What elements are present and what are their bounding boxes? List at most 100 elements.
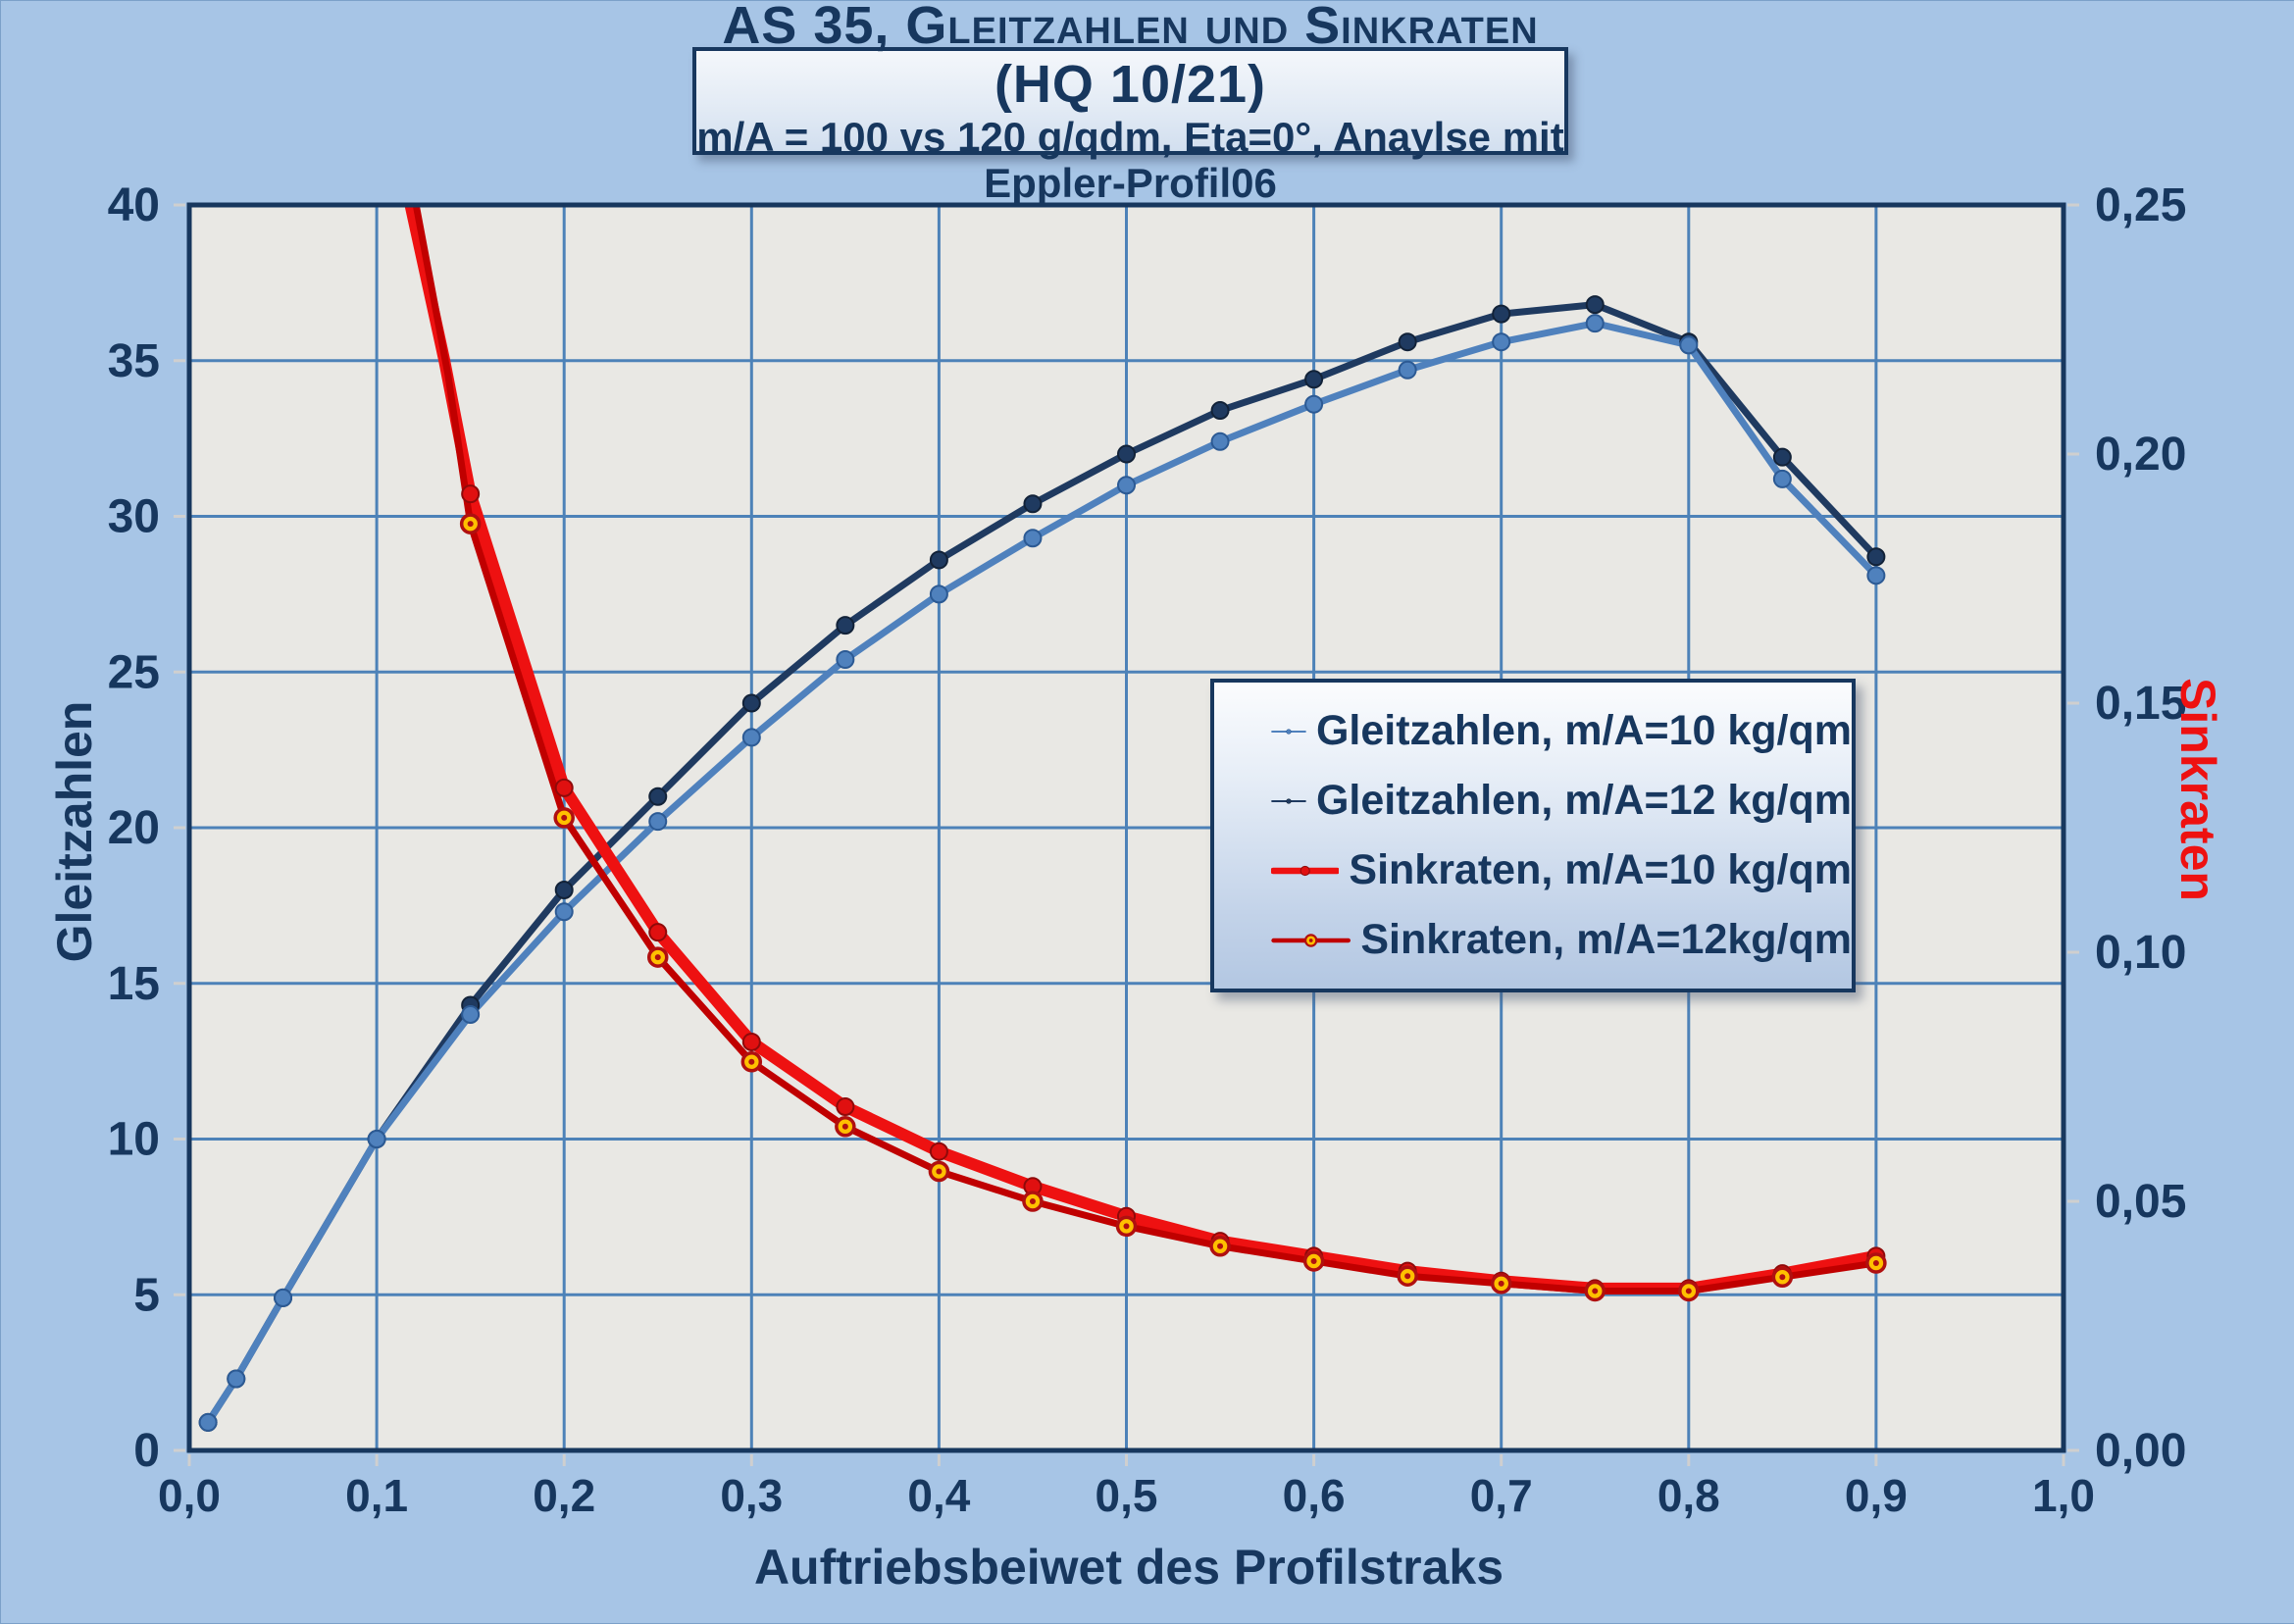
x-tick-label: 0,1 (345, 1470, 408, 1521)
data-point-2 (929, 1142, 948, 1161)
data-point-0 (1023, 494, 1043, 514)
y-left-tick-label: 40 (108, 179, 160, 231)
data-point-0 (836, 616, 855, 635)
y-right-tick-label: 0,25 (2095, 179, 2186, 231)
y-left-tick-label: 25 (108, 646, 160, 698)
legend-label: Sinkraten, m/A=10 kg/qm (1349, 846, 1852, 893)
legend-item: Gleitzahlen, m/A=10 kg/qm (1271, 707, 1852, 755)
data-point-0 (1210, 401, 1230, 421)
data-point-1 (274, 1288, 293, 1307)
data-point-1 (836, 650, 855, 670)
data-point-center-3 (561, 814, 568, 821)
data-point-1 (1398, 360, 1417, 380)
y-left-tick-label: 5 (133, 1269, 160, 1321)
chart-subtitle: m/A = 100 vs 120 g/qdm, Eta=0°, Anaylse … (696, 114, 1564, 207)
chart-title-box: AS 35, Gleitzahlen und Sinkraten (HQ 10/… (692, 1, 1568, 206)
x-tick-label: 0,2 (533, 1470, 595, 1521)
chart-title: AS 35, Gleitzahlen und Sinkraten (HQ 10/… (722, 0, 1539, 114)
y-left-tick-label: 15 (108, 958, 160, 1010)
data-point-center-3 (748, 1058, 755, 1065)
data-point-center-3 (841, 1123, 848, 1130)
legend-label: Gleitzahlen, m/A=10 kg/qm (1315, 707, 1852, 754)
x-tick-label: 0,0 (158, 1470, 221, 1521)
data-point-2 (648, 923, 668, 942)
data-point-0 (1866, 547, 1886, 567)
data-point-1 (1304, 394, 1324, 414)
data-point-1 (1772, 469, 1792, 488)
data-point-1 (1866, 566, 1886, 585)
series-line-3 (412, 205, 1880, 1294)
data-point-2 (741, 1032, 761, 1051)
data-point-0 (1398, 332, 1417, 352)
x-tick-label: 0,6 (1283, 1470, 1346, 1521)
y-right-tick-label: 0,00 (2095, 1425, 2186, 1477)
legend-label: Sinkraten, m/A=12kg/qm (1360, 916, 1852, 963)
legend-item: Sinkraten, m/A=12kg/qm (1271, 916, 1852, 964)
data-point-center-3 (1123, 1223, 1130, 1230)
y-right-tick-label: 0,15 (2095, 678, 2186, 730)
legend-item: Sinkraten, m/A=10 kg/qm (1271, 846, 1852, 894)
data-point-1 (1117, 476, 1136, 495)
data-point-center-3 (1592, 1288, 1599, 1294)
legend-item: Gleitzahlen, m/A=12 kg/qm (1271, 777, 1852, 825)
data-point-center-3 (1029, 1198, 1036, 1204)
right-axis-title: Sinkraten (2170, 678, 2225, 901)
series-layer (198, 205, 1887, 1432)
data-point-0 (1772, 447, 1792, 467)
data-point-1 (461, 1005, 481, 1024)
data-point-0 (554, 881, 574, 899)
data-point-2 (554, 778, 574, 797)
legend-label: Gleitzahlen, m/A=12 kg/qm (1315, 777, 1852, 824)
data-point-1 (367, 1130, 386, 1148)
y-right-tick-label: 0,05 (2095, 1176, 2186, 1228)
x-tick-label: 1,0 (2032, 1470, 2095, 1521)
data-point-1 (554, 902, 574, 922)
data-point-1 (198, 1412, 218, 1432)
y-left-tick-label: 30 (108, 491, 160, 543)
data-point-0 (1492, 304, 1511, 324)
y-left-tick-label: 35 (108, 335, 160, 387)
x-tick-label: 0,7 (1470, 1470, 1533, 1521)
plot-border (186, 202, 2066, 1453)
data-point-0 (1304, 370, 1324, 389)
data-point-0 (929, 550, 948, 570)
data-point-center-3 (936, 1168, 943, 1175)
data-point-center-3 (1310, 1257, 1317, 1264)
x-tick-label: 0,9 (1845, 1470, 1908, 1521)
data-point-center-3 (1404, 1273, 1411, 1280)
data-point-center-3 (1872, 1259, 1879, 1266)
data-point-2 (836, 1096, 855, 1116)
x-tick-label: 0,8 (1657, 1470, 1720, 1521)
legend-swatch-icon (1271, 865, 1340, 876)
y-right-tick-label: 0,20 (2095, 429, 2186, 481)
x-tick-label: 0,4 (907, 1470, 970, 1521)
data-point-0 (648, 787, 668, 806)
data-point-1 (227, 1369, 246, 1389)
y-left-tick-label: 0 (133, 1425, 160, 1477)
data-point-center-3 (1779, 1274, 1786, 1281)
legend-swatch-icon (1271, 728, 1306, 735)
data-point-center-3 (1685, 1288, 1692, 1294)
data-point-1 (1023, 529, 1043, 548)
data-point-0 (741, 693, 761, 713)
data-point-2 (461, 484, 481, 504)
x-axis-title: Auftriebsbeiwet des Profilstraks (753, 1540, 1504, 1595)
y-left-tick-label: 10 (108, 1114, 160, 1166)
data-point-center-3 (1498, 1280, 1504, 1287)
legend-swatch-icon (1271, 933, 1351, 947)
data-point-1 (1585, 314, 1605, 333)
legend-swatch-icon (1271, 797, 1306, 804)
data-point-1 (648, 812, 668, 832)
data-point-center-3 (654, 954, 661, 961)
series-line-1 (204, 320, 1880, 1426)
y-left-tick-label: 20 (108, 802, 160, 854)
data-point-1 (1679, 335, 1699, 355)
data-point-center-3 (467, 521, 474, 528)
y-right-tick-label: 0,10 (2095, 927, 2186, 979)
data-point-0 (1117, 444, 1136, 464)
data-point-1 (1492, 332, 1511, 352)
legend-box: Gleitzahlen, m/A=10 kg/qm Gleitzahlen, m/… (1210, 679, 1856, 992)
data-point-0 (1585, 295, 1605, 315)
